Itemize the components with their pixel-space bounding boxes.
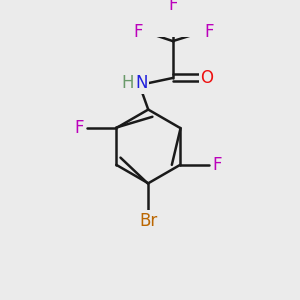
- Text: F: F: [134, 23, 143, 41]
- Text: H: H: [121, 74, 134, 92]
- Text: N: N: [135, 74, 148, 92]
- Text: O: O: [200, 69, 214, 87]
- Text: Br: Br: [139, 212, 158, 230]
- Text: F: F: [204, 23, 214, 41]
- Text: F: F: [212, 156, 222, 174]
- Text: F: F: [75, 119, 84, 137]
- Text: F: F: [168, 0, 178, 14]
